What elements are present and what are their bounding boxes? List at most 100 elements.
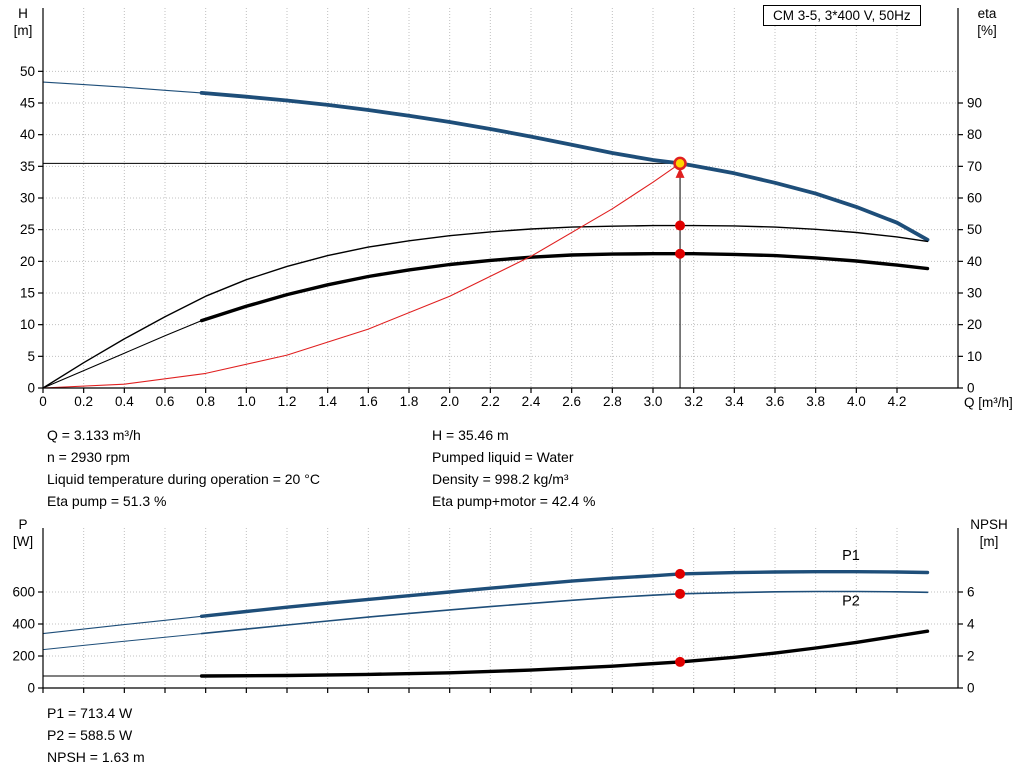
info-line-q: Q = 3.133 m³/h [47,427,141,443]
x-tick-label: 1.4 [318,394,337,409]
y-tick-label-left: 400 [12,617,35,632]
info-line-eta-pump: Eta pump = 51.3 % [47,493,167,509]
info-line-density: Density = 998.2 kg/m³ [432,471,569,487]
x-tick-label: 2.8 [603,394,622,409]
x-tick-label: 4.0 [847,394,866,409]
head-eta-chart: 0 5 10 15 20 25 30 35 40 45 50 0 10 20 30 40 50 60 70 80 90 0… [20,8,982,409]
x-tick-label: 2.0 [440,394,459,409]
system-curve-arrowhead [675,167,685,178]
eta-pump-motor-curve [199,251,930,323]
x-tick-label: 2.6 [562,394,581,409]
result-lines-block: P1 = 713.4 W P2 = 588.5 W NPSH = 1.63 m [47,702,145,768]
h-axis-unit-bracket: [m] [13,23,33,38]
x-tick-label: 0.8 [196,394,215,409]
x-tick-label: 3.6 [766,394,785,409]
y-tick-label-left: 40 [20,127,35,142]
y-tick-label-right: 90 [967,96,982,111]
y-tick-label-left: 0 [27,681,35,696]
power-npsh-chart: P1 P2 0 200 400 600 0 2 4 6 [12,528,975,696]
y-tick-label-right: 0 [967,681,975,696]
y-tick-label-left: 15 [20,286,35,301]
x-tick-label: 4.2 [888,394,907,409]
x-tick-label: 3.8 [806,394,825,409]
y-tick-label-left: 25 [20,222,35,237]
y-tick-label-right: 6 [967,585,975,600]
npsh-axis-unit-bracket: [m] [979,534,999,549]
p1-curve-ext [42,615,203,635]
y-tick-label-left: 35 [20,159,35,174]
y-tick-label-right: 40 [967,254,982,269]
info-line-h: H = 35.46 m [432,427,509,443]
y-tick-label-right: 2 [967,649,975,664]
y-tick-label-left: 5 [27,349,35,364]
result-line-p1: P1 = 713.4 W [47,705,133,721]
duty-dot [675,656,686,667]
h-axis-unit: H [m] [4,5,42,39]
y-tick-label-left: 0 [27,381,35,396]
duty-dot [675,568,686,579]
x-tick-label: 0.6 [156,394,175,409]
y-tick-label-left: 10 [20,317,35,332]
x-tick-label: 1.6 [359,394,378,409]
npsh-axis-unit: NPSH [m] [958,516,1020,550]
x-tick-label: 3.2 [684,394,703,409]
y-tick-label-left: 200 [12,649,35,664]
eta-axis-unit-symbol: eta [977,6,997,21]
x-tick-label: 0.4 [115,394,134,409]
system-curve [42,162,681,389]
operating-point [673,156,687,171]
p2-curve [200,590,929,635]
p2-curve-ext [42,633,203,651]
eta-axis-unit-bracket: [%] [977,23,997,38]
y-tick-label-right: 20 [967,317,982,332]
y-tick-label-right: 4 [967,617,975,632]
series-label-p2: P2 [842,594,860,610]
eta-pump-curve [42,224,929,389]
y-tick-label-right: 80 [967,127,982,142]
operating-data-right-column: H = 35.46 m Pumped liquid = Water Densit… [432,424,595,512]
y-tick-label-left: 50 [20,64,35,79]
series-label-p1: P1 [842,548,860,564]
y-tick-label-left: 30 [20,191,35,206]
q-axis-unit: Q [m³/h] [964,395,1013,410]
p-axis-unit-bracket: [W] [12,534,34,549]
x-tick-label: 1.8 [400,394,419,409]
eta-axis-unit: eta [%] [962,5,1012,39]
y-tick-label-right: 10 [967,349,982,364]
y-tick-label-right: 50 [967,222,982,237]
y-tick-label-left: 600 [12,585,35,600]
x-tick-label: 3.4 [725,394,744,409]
y-tick-label-right: 30 [967,286,982,301]
pump-title-box: CM 3-5, 3*400 V, 50Hz [763,5,921,26]
x-tick-label: 2.2 [481,394,500,409]
x-tick-label: 1.0 [237,394,256,409]
info-line-n: n = 2930 rpm [47,449,130,465]
head-curve-ext [42,81,203,94]
y-tick-label-right: 60 [967,191,982,206]
y-tick-label-left: 20 [20,254,35,269]
x-tick-label: 2.4 [522,394,541,409]
y-tick-label-left: 45 [20,96,35,111]
info-line-liquid-temp: Liquid temperature during operation = 20… [47,471,320,487]
x-tick-label: 0 [39,394,47,409]
result-line-p2: P2 = 588.5 W [47,727,133,743]
operating-data-left-column: Q = 3.133 m³/h n = 2930 rpm Liquid tempe… [47,424,320,512]
p-axis-unit-symbol: P [18,517,28,532]
x-tick-label: 1.2 [278,394,297,409]
duty-dot [675,248,686,259]
x-tick-label: 3.0 [644,394,663,409]
npsh-curve [199,629,930,678]
p1-curve [199,570,930,619]
eta-pump-motor-curve-ext [42,320,203,389]
duty-dot [675,220,686,231]
duty-dot [675,588,686,599]
y-tick-label-right: 0 [967,381,975,396]
result-line-npsh: NPSH = 1.63 m [47,749,145,765]
y-tick-label-right: 70 [967,159,982,174]
x-tick-label: 0.2 [74,394,93,409]
npsh-axis-unit-symbol: NPSH [970,517,1008,532]
p-axis-unit: P [W] [4,516,42,550]
head-curve [199,91,930,242]
info-line-pumped-liquid: Pumped liquid = Water [432,449,574,465]
